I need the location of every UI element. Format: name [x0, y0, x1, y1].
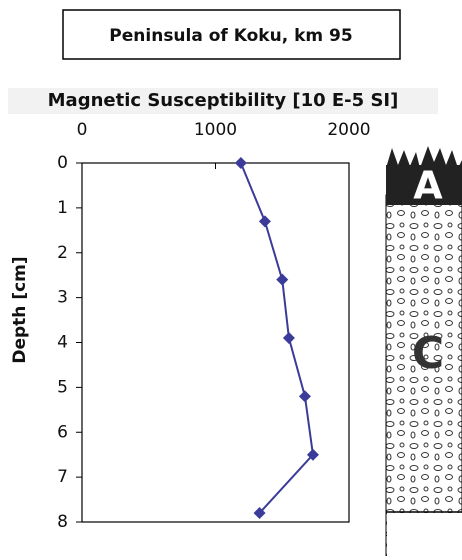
y-axis-label: Depth [cm] [10, 256, 30, 363]
profile-label: C [412, 328, 444, 379]
data-point [276, 273, 289, 286]
y-tick-label: 1 [57, 198, 68, 218]
soil-profile: A C [385, 146, 462, 557]
y-tick-label: 4 [57, 333, 68, 353]
x-tick-label: 2000 [327, 120, 370, 140]
data-point [282, 332, 295, 345]
data-point [306, 448, 319, 461]
x-axis-label: Magnetic Susceptibility [10 E-5 SI] [48, 90, 399, 111]
y-tick-label: 2 [57, 243, 68, 263]
lower-horizon [387, 513, 462, 556]
y-tick-label: 6 [57, 422, 68, 442]
x-tick-label: 1000 [194, 120, 237, 140]
data-point [298, 390, 311, 403]
x-tick-label: 0 [77, 120, 88, 140]
chart-title: Peninsula of Koku, km 95 [109, 26, 352, 46]
grass [386, 146, 462, 175]
data-point [258, 215, 271, 228]
title-box [62, 9, 401, 60]
x-label-bg [8, 88, 438, 114]
profile-label: A [413, 164, 443, 208]
y-tick-label: 3 [57, 288, 68, 308]
y-tick-label: 5 [57, 377, 68, 397]
y-tick-label: 0 [57, 153, 68, 173]
data-line [239, 162, 315, 514]
y-tick-label: 8 [57, 512, 68, 532]
y-tick-label: 7 [57, 467, 68, 487]
data-point [234, 157, 247, 169]
plot-frame [81, 162, 350, 523]
data-point [253, 507, 266, 520]
